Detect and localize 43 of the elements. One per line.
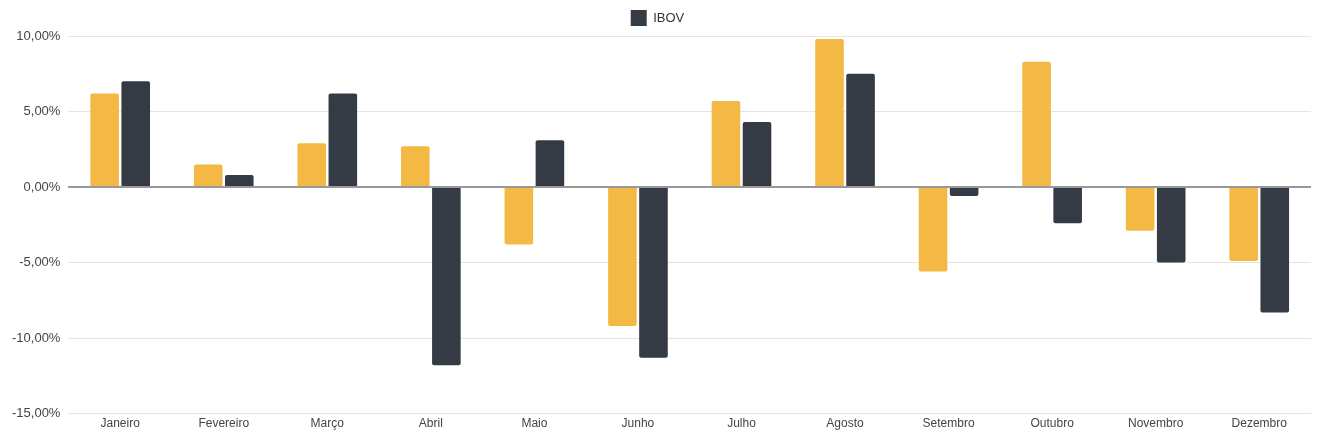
bar [1229,188,1258,262]
x-tick-label: Junho [621,416,655,431]
x-tick-label: Agosto [826,416,865,431]
legend-label: IBOV [653,9,685,25]
x-tick-label: Abril [418,416,443,431]
bar [1260,188,1290,313]
bar [121,81,151,187]
bar [504,188,534,245]
x-tick-label: Setembro [922,416,975,431]
bar [328,93,358,187]
x-tick-label: Outubro [1030,416,1075,431]
bar [918,188,948,272]
x-tick-label: Julho [727,416,757,431]
bar [742,122,772,187]
x-tick-label: Fevereiro [198,416,250,431]
bar [949,188,979,197]
bar [815,39,844,187]
bar [1053,188,1082,224]
bar [711,100,741,187]
x-tick-label: Março [310,416,345,431]
bar [1022,61,1051,187]
x-tick-label: Dezembro [1231,416,1288,431]
y-tick-label: 0,00% [23,178,61,194]
bar [535,140,565,187]
y-tick-label: -15,00% [12,405,61,421]
bar [639,188,668,358]
bar [297,143,327,187]
y-tick-label: 10,00% [16,27,61,43]
y-tick-label: -10,00% [12,329,61,345]
bar [432,188,461,366]
bar [224,174,254,187]
bar [193,164,223,187]
bar [846,73,875,187]
x-tick-label: Novembro [1128,416,1184,431]
x-tick-label: Maio [521,416,548,431]
y-tick-label: -5,00% [19,254,61,270]
bar [1156,188,1186,263]
bar [608,188,637,326]
bar [1125,188,1155,231]
bar [90,93,119,187]
bar [401,146,430,187]
x-tick-label: Janeiro [100,416,141,431]
y-tick-label: 5,00% [23,103,61,119]
